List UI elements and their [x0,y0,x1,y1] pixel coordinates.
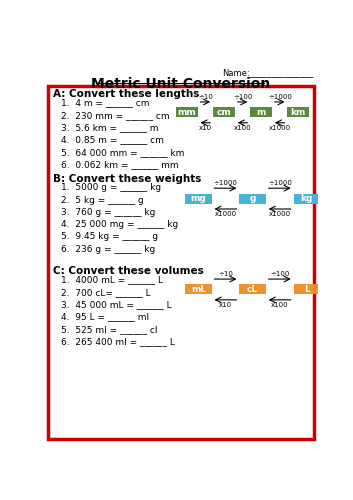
Text: 6.  0.062 km = ______ mm: 6. 0.062 km = ______ mm [61,160,179,169]
Text: 1.  4 m = ______ cm: 1. 4 m = ______ cm [61,98,150,108]
Text: ÷100: ÷100 [270,271,289,277]
Text: x10: x10 [219,302,232,308]
Text: x1000: x1000 [214,211,237,217]
FancyBboxPatch shape [239,284,266,294]
Text: L: L [304,285,310,294]
Text: Metric Unit Conversion: Metric Unit Conversion [91,77,270,91]
Text: 5.  9.45 kg = ______ g: 5. 9.45 kg = ______ g [61,232,158,241]
FancyBboxPatch shape [176,108,198,118]
Text: 4.  25 000 mg = ______ kg: 4. 25 000 mg = ______ kg [61,220,178,229]
FancyBboxPatch shape [294,284,320,294]
Text: 1.  4000 mL = ______ L: 1. 4000 mL = ______ L [61,276,163,284]
Text: 5.  525 ml = ______ cl: 5. 525 ml = ______ cl [61,325,158,334]
FancyBboxPatch shape [185,284,211,294]
Text: x100: x100 [271,302,288,308]
Text: ÷1000: ÷1000 [214,180,238,186]
Text: A: Convert these lengths: A: Convert these lengths [53,90,200,100]
Text: 5.  64 000 mm = ______ km: 5. 64 000 mm = ______ km [61,148,185,157]
Text: 6.  236 g = ______ kg: 6. 236 g = ______ kg [61,245,155,254]
Text: 3.  5.6 km = ______ m: 3. 5.6 km = ______ m [61,123,159,132]
FancyBboxPatch shape [213,108,235,118]
Text: Name:_______________: Name:_______________ [222,68,314,76]
Text: x10: x10 [199,124,212,130]
FancyBboxPatch shape [185,194,211,203]
Text: kg: kg [301,194,313,203]
Text: 2.  5 kg = ______ g: 2. 5 kg = ______ g [61,196,144,204]
Text: km: km [291,108,306,117]
FancyBboxPatch shape [239,194,266,203]
Text: ÷1000: ÷1000 [268,94,292,100]
Text: mg: mg [191,194,206,203]
Text: 3.  45 000 mL = ______ L: 3. 45 000 mL = ______ L [61,300,172,309]
Text: 3.  760 g = ______ kg: 3. 760 g = ______ kg [61,208,156,217]
Text: 2.  230 mm = ______ cm: 2. 230 mm = ______ cm [61,111,170,120]
Text: B: Convert these weights: B: Convert these weights [53,174,202,184]
FancyBboxPatch shape [250,108,272,118]
Text: g: g [250,194,256,203]
Text: C: Convert these volumes: C: Convert these volumes [53,266,204,276]
Text: 4.  0.85 m = ______ cm: 4. 0.85 m = ______ cm [61,136,164,144]
Text: cL: cL [247,285,258,294]
Text: cm: cm [216,108,231,117]
FancyBboxPatch shape [294,194,320,203]
FancyBboxPatch shape [48,86,314,439]
FancyBboxPatch shape [287,108,309,118]
Text: x1000: x1000 [269,124,291,130]
Text: ÷1000: ÷1000 [268,180,292,186]
Text: ÷10: ÷10 [198,94,213,100]
Text: x1000: x1000 [269,211,291,217]
Text: 2.  700 cL= ______ L: 2. 700 cL= ______ L [61,288,151,297]
Text: 4.  95 L = ______ ml: 4. 95 L = ______ ml [61,312,149,322]
Text: mL: mL [191,285,206,294]
Text: ÷100: ÷100 [233,94,252,100]
Text: mm: mm [177,108,196,117]
Text: ÷10: ÷10 [218,271,233,277]
Text: 6.  265 400 ml = ______ L: 6. 265 400 ml = ______ L [61,337,175,346]
Text: 1.  5000 g = ______ kg: 1. 5000 g = ______ kg [61,183,161,192]
Text: x100: x100 [234,124,251,130]
Text: m: m [256,108,266,117]
